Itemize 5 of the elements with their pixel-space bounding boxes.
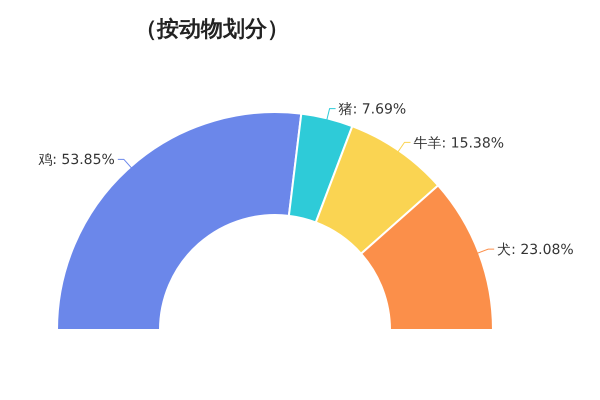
chart-title: （按动物划分） (135, 17, 289, 42)
slice-label: 犬: 23.08% (497, 242, 574, 258)
slice-label: 猪: 7.69% (338, 102, 406, 118)
slice-label: 鸡: 53.85% (37, 152, 115, 168)
slice-label: 牛羊: 15.38% (414, 135, 504, 152)
